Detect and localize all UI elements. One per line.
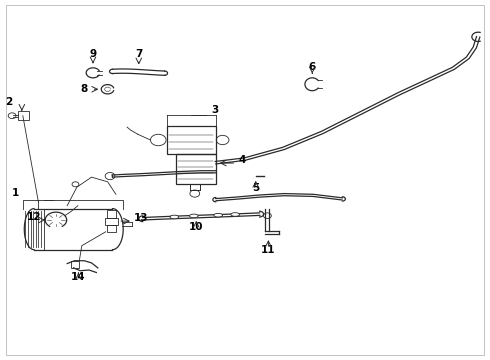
Text: 3: 3 <box>211 105 219 115</box>
Text: 5: 5 <box>252 184 259 193</box>
Text: 11: 11 <box>261 245 276 255</box>
Bar <box>71 261 79 268</box>
Text: 1: 1 <box>11 188 19 198</box>
Ellipse shape <box>231 213 240 216</box>
Text: 10: 10 <box>189 222 203 232</box>
Bar <box>18 111 29 120</box>
Text: 13: 13 <box>134 213 148 223</box>
Bar <box>107 210 116 217</box>
Text: 9: 9 <box>89 49 97 59</box>
Bar <box>107 225 116 232</box>
Bar <box>176 154 216 184</box>
Text: 2: 2 <box>5 97 12 107</box>
Text: 7: 7 <box>135 49 143 59</box>
Text: 4: 4 <box>239 155 246 165</box>
Text: 12: 12 <box>27 212 42 222</box>
Ellipse shape <box>214 213 222 217</box>
Ellipse shape <box>190 214 198 218</box>
Bar <box>105 217 118 225</box>
Text: 14: 14 <box>71 272 86 282</box>
Text: 8: 8 <box>80 84 88 94</box>
Ellipse shape <box>170 215 179 219</box>
Bar <box>167 126 216 154</box>
Text: 6: 6 <box>309 62 316 72</box>
